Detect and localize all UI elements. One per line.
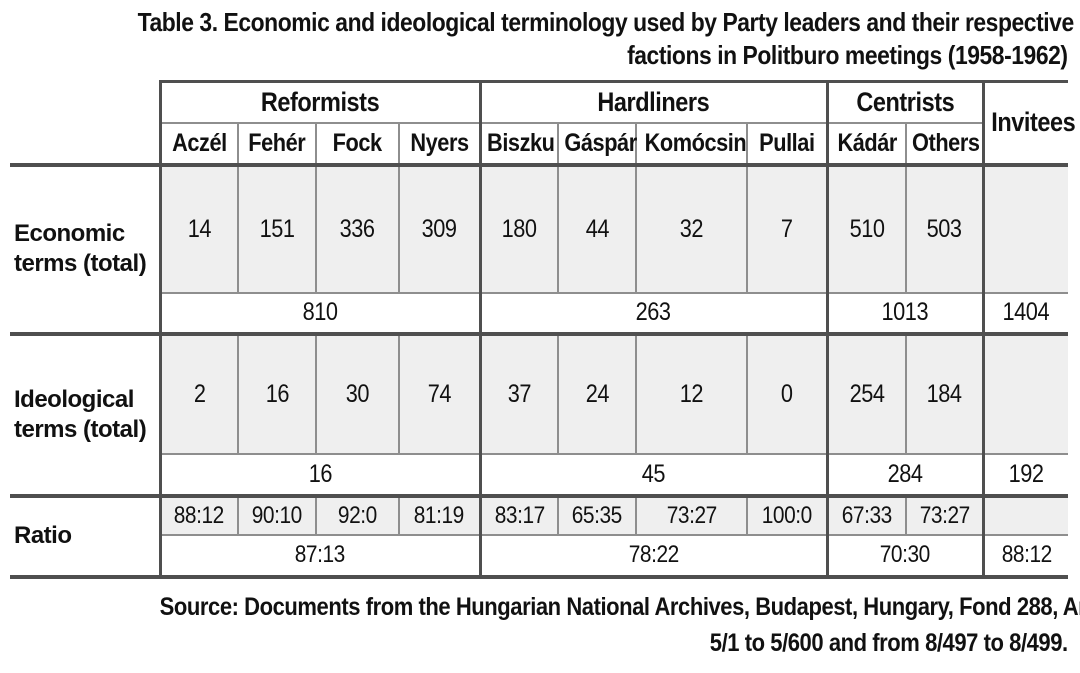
cell-ratio-nyers: 81:19: [397, 494, 482, 536]
cell-ratio-kadar: 67:33: [825, 494, 908, 536]
cell-ideological-pullai: 0: [746, 332, 829, 455]
cell-ratio-aczel: 88:12: [158, 494, 239, 536]
cell-economic-kadar: 510: [825, 163, 908, 294]
cell-economic-pullai: 7: [746, 163, 829, 294]
total-economic-centrists: 1013: [825, 291, 985, 336]
row-label-ratio: Ratio: [10, 494, 162, 579]
cell-economic-others: 503: [905, 163, 985, 294]
cell-ratio-fock: 92:0: [315, 494, 400, 536]
col-header-feher: Fehér: [237, 121, 317, 167]
col-header-kadar: Kádár: [825, 121, 908, 167]
cell-ideological-biszku: 37: [478, 332, 560, 455]
group-header-hardliners: Hardliners: [478, 80, 829, 124]
cell-economic-aczel: 14: [158, 163, 239, 294]
total-ideological-reformists: 16: [158, 452, 482, 498]
ratio-totals-row: 87:13 78:22 70:30 88:12: [10, 533, 1069, 579]
cell-ratio-others: 73:27: [905, 494, 985, 536]
cell-ideological-gaspar: 24: [557, 332, 638, 455]
total-ratio-hardliners: 78:22: [478, 533, 829, 579]
header-names-row: Aczél Fehér Fock Nyers Biszku Gáspár Kom…: [10, 121, 1068, 167]
col-header-fock: Fock: [315, 121, 400, 167]
total-economic-reformists: 810: [158, 291, 482, 336]
row-label-ideological: Ideological terms (total): [10, 332, 162, 498]
cell-ratio-biszku: 83:17: [478, 494, 560, 536]
total-ideological-centrists: 284: [825, 452, 985, 498]
corner-spacer-2: [10, 122, 160, 167]
table-title-line1: Table 3. Economic and ideological termin…: [137, 7, 1075, 37]
cell-economic-komocsin: 32: [635, 163, 749, 294]
cell-ratio-invitees-empty: [981, 494, 1069, 536]
cell-ratio-komocsin: 73:27: [635, 494, 749, 536]
cell-ideological-kadar: 254: [825, 332, 908, 455]
source-note: Source: Documents from the Hungarian Nat…: [10, 589, 1080, 661]
source-note-line2: 5/1 to 5/600 and from 8/497 to 8/499.: [710, 628, 1068, 657]
total-ratio-reformists: 87:13: [158, 533, 482, 579]
table-title: Table 3. Economic and ideological termin…: [10, 6, 1075, 72]
economic-totals-row: 810 263 1013 1404: [10, 291, 1069, 336]
ratio-values-row: Ratio 88:12 90:10 92:0 81:19 83:17 65:35…: [10, 494, 1069, 579]
economic-values-row: Economic terms (total) 14 151 336 309 18…: [10, 163, 1069, 336]
cell-economic-invitees-empty: [981, 163, 1069, 294]
total-ratio-invitees: 88:12: [981, 533, 1069, 579]
cell-ratio-feher: 90:10: [237, 494, 317, 536]
source-note-line1: Source: Documents from the Hungarian Nat…: [159, 592, 1080, 621]
total-economic-invitees: 1404: [981, 291, 1069, 336]
cell-ideological-invitees-empty: [981, 332, 1069, 455]
cell-ideological-nyers: 74: [397, 332, 482, 455]
group-header-reformists: Reformists: [158, 80, 482, 124]
col-header-komocsin: Komócsin: [635, 121, 749, 167]
ideological-values-row: Ideological terms (total) 2 16 30 74 37 …: [10, 332, 1069, 498]
col-header-biszku: Biszku: [478, 121, 560, 167]
total-ideological-invitees: 192: [981, 452, 1069, 498]
col-header-gaspar: Gáspár: [557, 121, 637, 167]
corner-spacer: [10, 82, 160, 123]
cell-economic-fock: 336: [315, 163, 400, 294]
table-title-line2: factions in Politburo meetings (1958-196…: [627, 40, 1068, 70]
ideological-totals-row: 16 45 284 192: [10, 452, 1069, 498]
cell-ratio-gaspar: 65:35: [557, 494, 638, 536]
total-economic-hardliners: 263: [478, 291, 829, 336]
cell-economic-biszku: 180: [478, 163, 560, 294]
header-group-row: Reformists Hardliners Centrists Invitees: [10, 80, 1075, 167]
group-header-centrists: Centrists: [825, 80, 985, 124]
total-ideological-hardliners: 45: [478, 452, 829, 498]
col-header-nyers: Nyers: [397, 121, 482, 167]
group-header-invitees: Invitees: [981, 80, 1075, 167]
col-header-others: Others: [905, 121, 985, 167]
cell-economic-gaspar: 44: [557, 163, 638, 294]
terminology-table: Reformists Hardliners Centrists Invitees…: [10, 80, 1075, 579]
cell-economic-feher: 151: [237, 163, 317, 294]
cell-ideological-others: 184: [905, 332, 985, 455]
cell-ideological-feher: 16: [237, 332, 317, 455]
cell-ideological-aczel: 2: [158, 332, 239, 455]
cell-ideological-komocsin: 12: [635, 332, 749, 455]
row-label-economic: Economic terms (total): [10, 163, 162, 336]
col-header-pullai: Pullai: [746, 121, 829, 167]
cell-ratio-pullai: 100:0: [746, 494, 829, 536]
cell-ideological-fock: 30: [315, 332, 400, 455]
total-ratio-centrists: 70:30: [825, 533, 985, 579]
cell-economic-nyers: 309: [397, 163, 482, 294]
col-header-aczel: Aczél: [158, 121, 239, 167]
